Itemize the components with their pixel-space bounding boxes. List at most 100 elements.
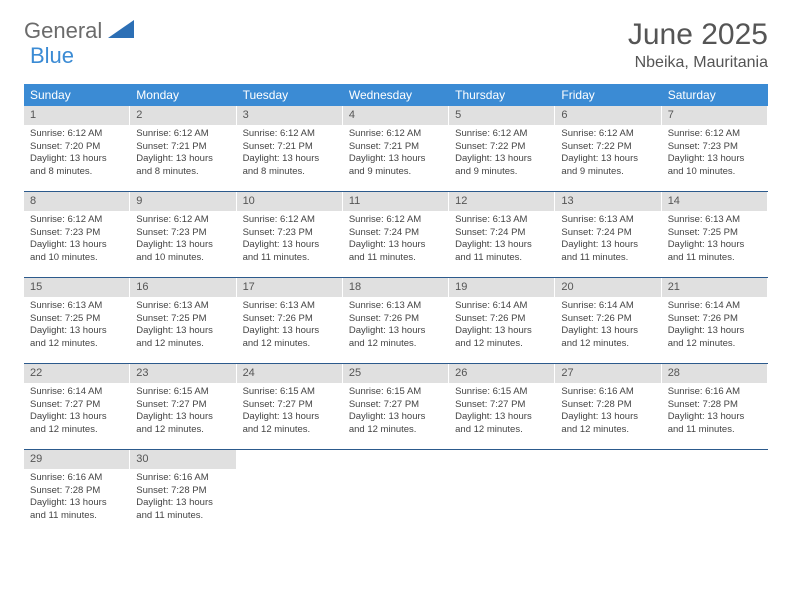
sunrise-line: Sunrise: 6:16 AM bbox=[136, 472, 229, 485]
day-body: Sunrise: 6:16 AMSunset: 7:28 PMDaylight:… bbox=[555, 386, 660, 437]
day-number: 26 bbox=[449, 364, 554, 383]
day-body: Sunrise: 6:13 AMSunset: 7:25 PMDaylight:… bbox=[24, 300, 129, 351]
day-number: 7 bbox=[662, 106, 767, 125]
day-cell bbox=[555, 450, 661, 536]
sunset-line: Sunset: 7:23 PM bbox=[136, 227, 229, 240]
day-cell: 7 Sunrise: 6:12 AMSunset: 7:23 PMDaylight… bbox=[662, 106, 768, 191]
day-cell: 11Sunrise: 6:12 AMSunset: 7:24 PMDayligh… bbox=[343, 192, 449, 277]
sunrise-line: Sunrise: 6:15 AM bbox=[455, 386, 548, 399]
day-body: Sunrise: 6:12 AMSunset: 7:22 PMDaylight:… bbox=[449, 128, 554, 179]
sunset-line: Sunset: 7:24 PM bbox=[349, 227, 442, 240]
day-cell: 30Sunrise: 6:16 AMSunset: 7:28 PMDayligh… bbox=[130, 450, 236, 536]
sunset-line: Sunset: 7:28 PM bbox=[136, 485, 229, 498]
day-body: Sunrise: 6:13 AMSunset: 7:24 PMDaylight:… bbox=[555, 214, 660, 265]
day-cell: 5 Sunrise: 6:12 AMSunset: 7:22 PMDaylight… bbox=[449, 106, 555, 191]
day-number: 16 bbox=[130, 278, 235, 297]
day-body: Sunrise: 6:14 AMSunset: 7:26 PMDaylight:… bbox=[555, 300, 660, 351]
week-row: 8 Sunrise: 6:12 AMSunset: 7:23 PMDaylight… bbox=[24, 192, 768, 278]
daylight-line: Daylight: 13 hours and 12 minutes. bbox=[349, 411, 442, 437]
weeks-container: 1Sunrise: 6:12 AMSunset: 7:20 PMDaylight… bbox=[24, 106, 768, 536]
day-cell: 9Sunrise: 6:12 AMSunset: 7:23 PMDaylight… bbox=[130, 192, 236, 277]
daylight-line: Daylight: 13 hours and 11 minutes. bbox=[668, 239, 761, 265]
day-cell bbox=[662, 450, 768, 536]
sunrise-line: Sunrise: 6:14 AM bbox=[455, 300, 548, 313]
day-cell: 24 Sunrise: 6:15 AMSunset: 7:27 PMDayligh… bbox=[237, 364, 343, 449]
day-cell: 13 Sunrise: 6:13 AMSunset: 7:24 PMDayligh… bbox=[555, 192, 661, 277]
sunset-line: Sunset: 7:21 PM bbox=[136, 141, 229, 154]
sunrise-line: Sunrise: 6:13 AM bbox=[30, 300, 123, 313]
sunset-line: Sunset: 7:27 PM bbox=[136, 399, 229, 412]
day-cell: 28Sunrise: 6:16 AMSunset: 7:28 PMDayligh… bbox=[662, 364, 768, 449]
day-body: Sunrise: 6:12 AMSunset: 7:24 PMDaylight:… bbox=[343, 214, 448, 265]
day-cell bbox=[343, 450, 449, 536]
daylight-line: Daylight: 13 hours and 9 minutes. bbox=[455, 153, 548, 179]
day-number: 5 bbox=[449, 106, 554, 125]
daylight-line: Daylight: 13 hours and 11 minutes. bbox=[455, 239, 548, 265]
sunrise-line: Sunrise: 6:12 AM bbox=[243, 128, 336, 141]
day-number: 20 bbox=[555, 278, 660, 297]
daylight-line: Daylight: 13 hours and 12 minutes. bbox=[561, 411, 654, 437]
sunrise-line: Sunrise: 6:12 AM bbox=[30, 128, 123, 141]
day-cell: 16Sunrise: 6:13 AMSunset: 7:25 PMDayligh… bbox=[130, 278, 236, 363]
daylight-line: Daylight: 13 hours and 12 minutes. bbox=[136, 325, 229, 351]
day-body: Sunrise: 6:13 AMSunset: 7:26 PMDaylight:… bbox=[237, 300, 342, 351]
day-header: Saturday bbox=[662, 84, 768, 106]
day-header-row: SundayMondayTuesdayWednesdayThursdayFrid… bbox=[24, 84, 768, 106]
sunset-line: Sunset: 7:26 PM bbox=[349, 313, 442, 326]
day-cell: 26Sunrise: 6:15 AMSunset: 7:27 PMDayligh… bbox=[449, 364, 555, 449]
sunset-line: Sunset: 7:21 PM bbox=[349, 141, 442, 154]
daylight-line: Daylight: 13 hours and 12 minutes. bbox=[30, 325, 123, 351]
daylight-line: Daylight: 13 hours and 11 minutes. bbox=[668, 411, 761, 437]
calendar: SundayMondayTuesdayWednesdayThursdayFrid… bbox=[24, 84, 768, 536]
daylight-line: Daylight: 13 hours and 8 minutes. bbox=[30, 153, 123, 179]
day-number: 13 bbox=[555, 192, 660, 211]
sunrise-line: Sunrise: 6:13 AM bbox=[668, 214, 761, 227]
daylight-line: Daylight: 13 hours and 12 minutes. bbox=[243, 325, 336, 351]
sunrise-line: Sunrise: 6:12 AM bbox=[136, 128, 229, 141]
day-number: 14 bbox=[662, 192, 767, 211]
day-body: Sunrise: 6:12 AMSunset: 7:23 PMDaylight:… bbox=[662, 128, 767, 179]
daylight-line: Daylight: 13 hours and 11 minutes. bbox=[30, 497, 123, 523]
daylight-line: Daylight: 13 hours and 8 minutes. bbox=[243, 153, 336, 179]
day-number: 30 bbox=[130, 450, 235, 469]
daylight-line: Daylight: 13 hours and 12 minutes. bbox=[243, 411, 336, 437]
day-cell: 22Sunrise: 6:14 AMSunset: 7:27 PMDayligh… bbox=[24, 364, 130, 449]
daylight-line: Daylight: 13 hours and 12 minutes. bbox=[561, 325, 654, 351]
day-number: 24 bbox=[237, 364, 342, 383]
logo-part2: Blue bbox=[30, 43, 74, 68]
day-number: 6 bbox=[555, 106, 660, 125]
sunset-line: Sunset: 7:27 PM bbox=[243, 399, 336, 412]
sunrise-line: Sunrise: 6:16 AM bbox=[668, 386, 761, 399]
sunset-line: Sunset: 7:28 PM bbox=[561, 399, 654, 412]
day-number: 8 bbox=[24, 192, 129, 211]
sunset-line: Sunset: 7:26 PM bbox=[561, 313, 654, 326]
sunrise-line: Sunrise: 6:12 AM bbox=[668, 128, 761, 141]
day-cell: 2Sunrise: 6:12 AMSunset: 7:21 PMDaylight… bbox=[130, 106, 236, 191]
day-number: 12 bbox=[449, 192, 554, 211]
day-cell: 15Sunrise: 6:13 AMSunset: 7:25 PMDayligh… bbox=[24, 278, 130, 363]
day-body: Sunrise: 6:14 AMSunset: 7:27 PMDaylight:… bbox=[24, 386, 129, 437]
daylight-line: Daylight: 13 hours and 12 minutes. bbox=[30, 411, 123, 437]
day-body: Sunrise: 6:12 AMSunset: 7:23 PMDaylight:… bbox=[24, 214, 129, 265]
day-header: Friday bbox=[555, 84, 661, 106]
sunrise-line: Sunrise: 6:15 AM bbox=[349, 386, 442, 399]
day-cell: 1Sunrise: 6:12 AMSunset: 7:20 PMDaylight… bbox=[24, 106, 130, 191]
day-header: Thursday bbox=[449, 84, 555, 106]
sunrise-line: Sunrise: 6:15 AM bbox=[243, 386, 336, 399]
day-cell: 14Sunrise: 6:13 AMSunset: 7:25 PMDayligh… bbox=[662, 192, 768, 277]
day-cell: 27 Sunrise: 6:16 AMSunset: 7:28 PMDayligh… bbox=[555, 364, 661, 449]
day-header: Wednesday bbox=[343, 84, 449, 106]
daylight-line: Daylight: 13 hours and 12 minutes. bbox=[455, 411, 548, 437]
day-cell: 18Sunrise: 6:13 AMSunset: 7:26 PMDayligh… bbox=[343, 278, 449, 363]
day-cell: 12Sunrise: 6:13 AMSunset: 7:24 PMDayligh… bbox=[449, 192, 555, 277]
sunset-line: Sunset: 7:28 PM bbox=[668, 399, 761, 412]
sunrise-line: Sunrise: 6:16 AM bbox=[30, 472, 123, 485]
day-number: 29 bbox=[24, 450, 129, 469]
day-number: 21 bbox=[662, 278, 767, 297]
day-number: 27 bbox=[555, 364, 660, 383]
sunset-line: Sunset: 7:20 PM bbox=[30, 141, 123, 154]
sunset-line: Sunset: 7:23 PM bbox=[243, 227, 336, 240]
day-body: Sunrise: 6:12 AMSunset: 7:20 PMDaylight:… bbox=[24, 128, 129, 179]
sunset-line: Sunset: 7:22 PM bbox=[561, 141, 654, 154]
daylight-line: Daylight: 13 hours and 12 minutes. bbox=[136, 411, 229, 437]
